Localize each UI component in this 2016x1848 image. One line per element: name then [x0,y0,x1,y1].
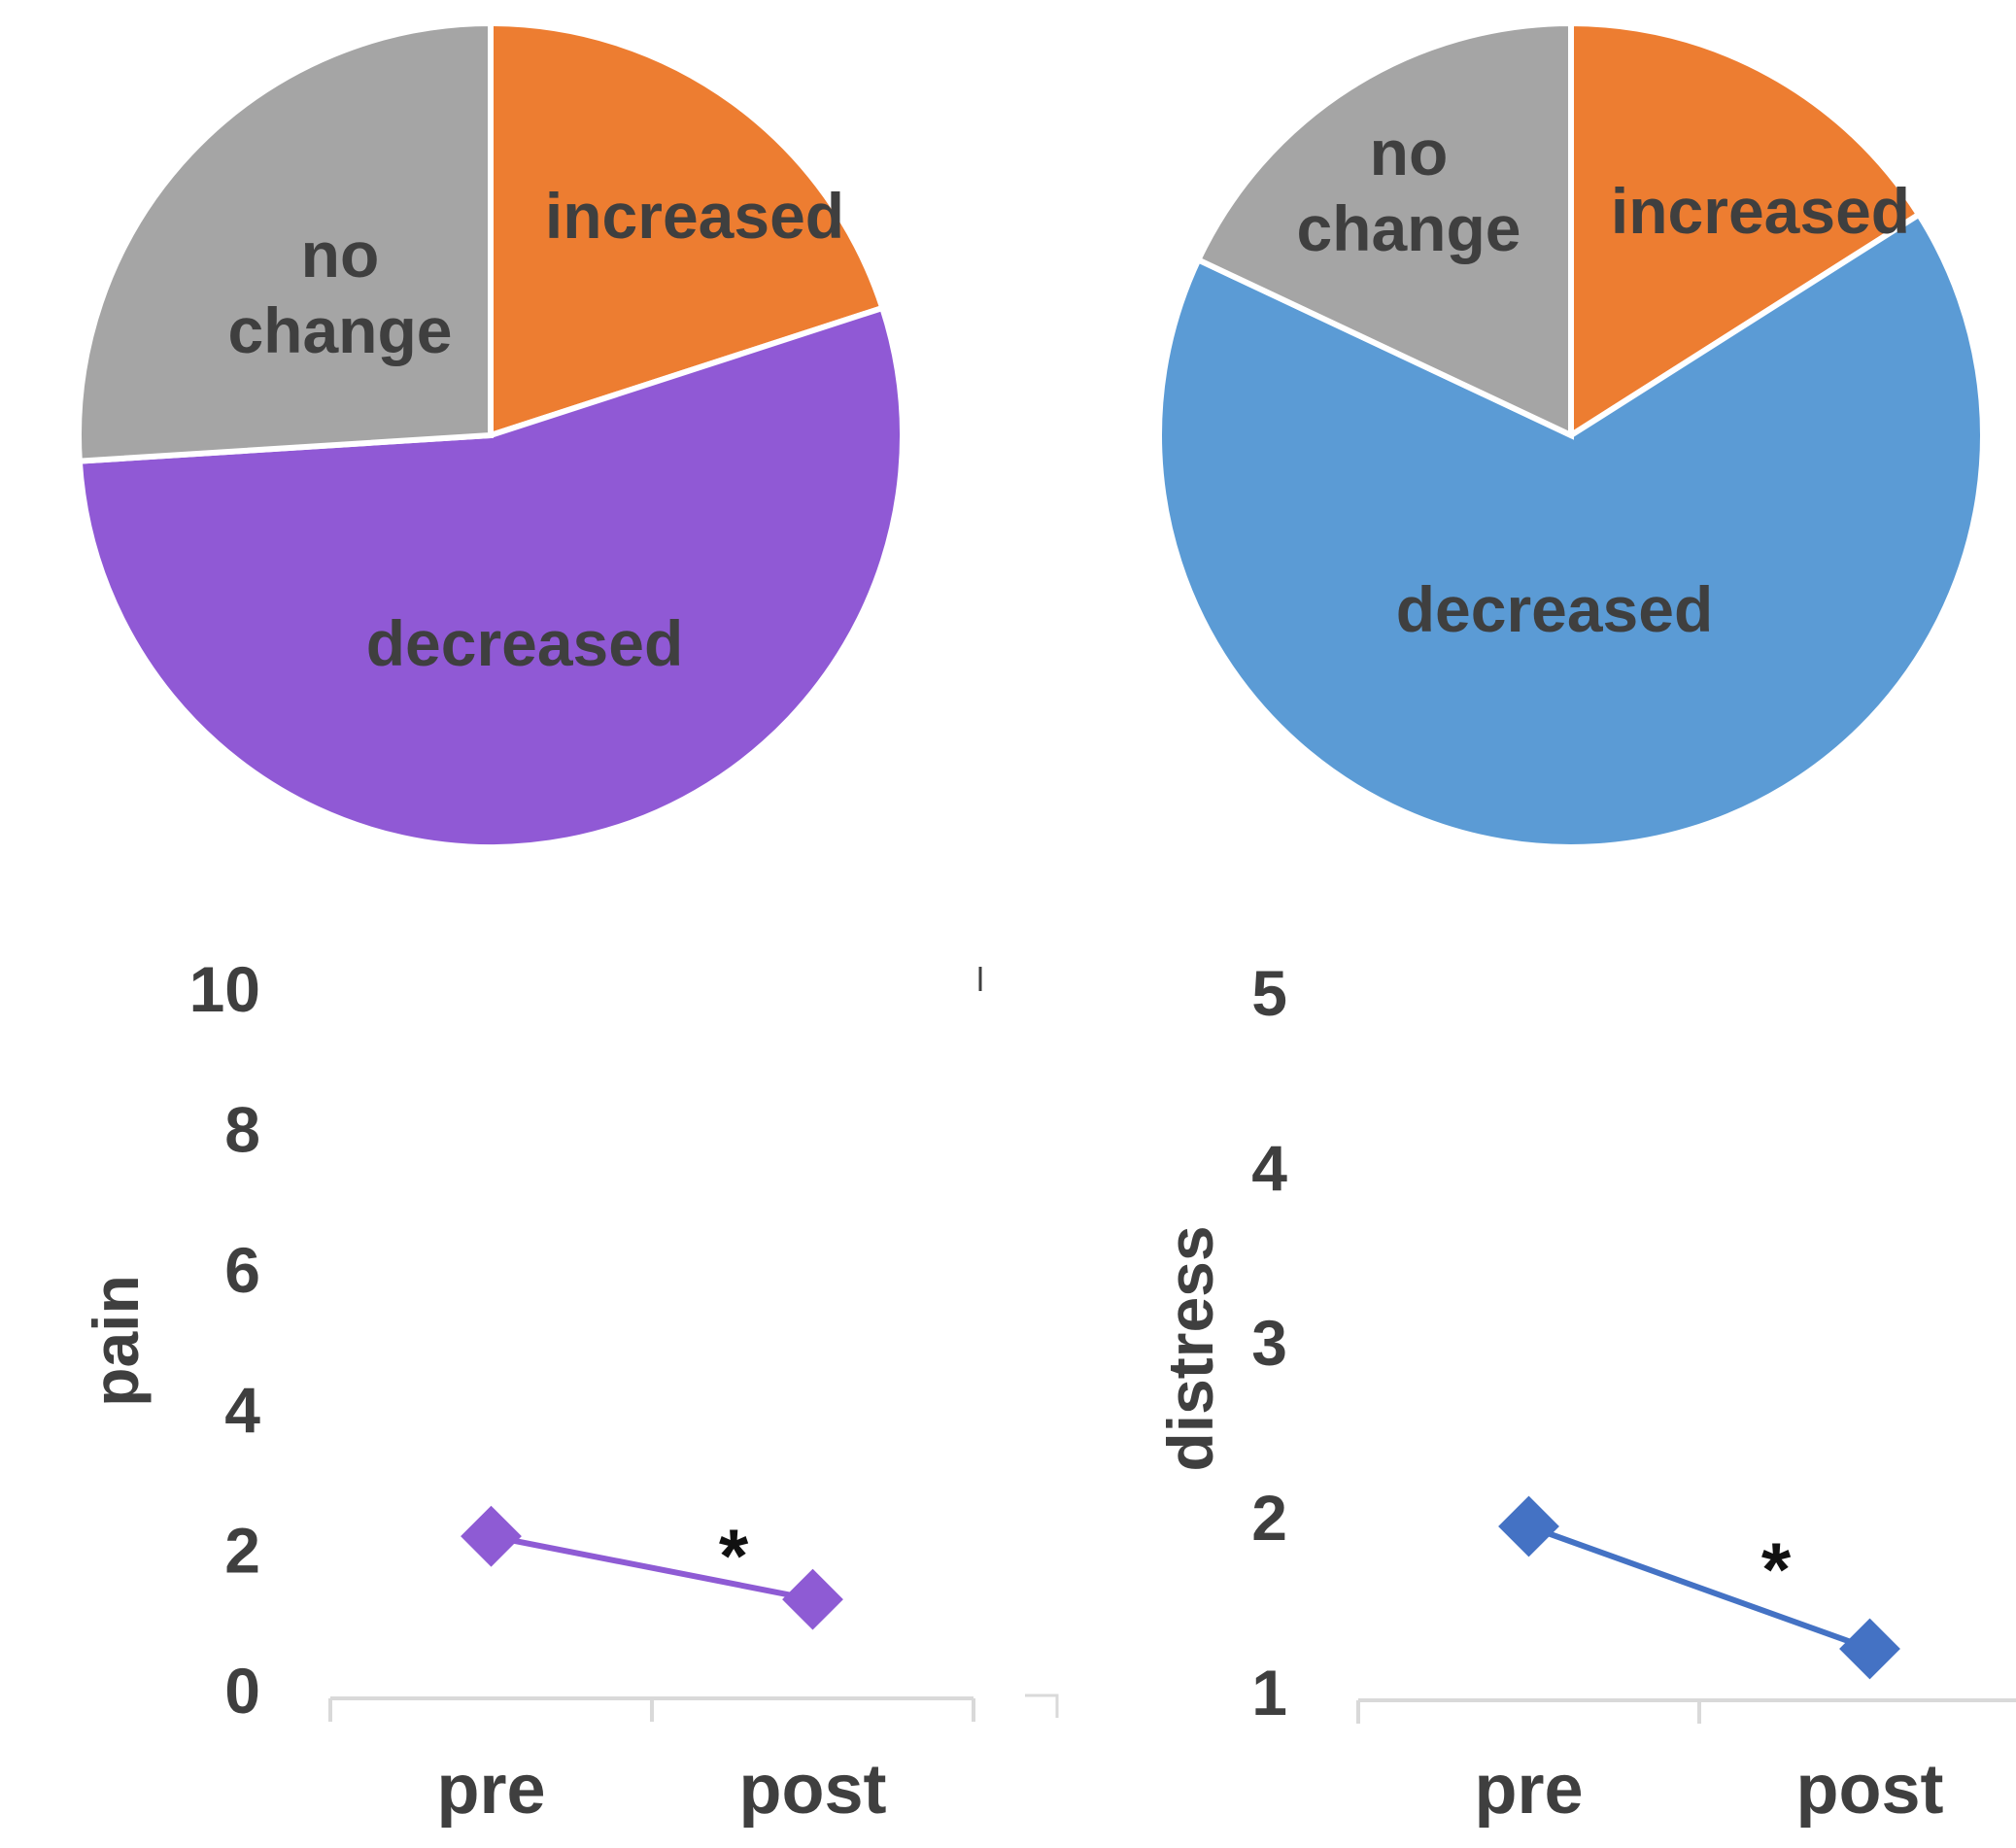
x-category-label: post [1796,1751,1944,1829]
slice-label-increased: increased [545,180,844,252]
y-tick-label: 0 [224,1655,260,1727]
axis-fragment [1025,1694,1059,1718]
y-tick-label: 6 [224,1234,260,1306]
y-tick-label: 5 [1251,957,1287,1029]
line-chart-distress: distress 1 2 3 4 5 pre post * [1154,957,2016,1829]
y-tick-label: 4 [1251,1132,1287,1204]
pie-slice-increased [1568,19,1924,441]
pie-slice-increased [488,19,887,440]
slice-label-no-change: no change [1296,117,1521,264]
y-tick-label: 4 [224,1374,260,1446]
significance-marker: * [1761,1526,1792,1612]
y-axis-title: distress [1154,1225,1226,1471]
data-point-pre [461,1505,522,1567]
y-tick-label: 2 [224,1515,260,1587]
y-tick-label: 8 [224,1093,260,1165]
slice-label-decreased: decreased [366,607,684,679]
pie-slice-decreased [76,304,905,850]
pie-slice-no-change [1194,19,1574,440]
y-tick-label: 2 [1251,1482,1287,1554]
slice-label-no-change: no change [227,219,452,366]
data-point-post [1839,1618,1900,1680]
line-chart-pain: pain 0 2 4 6 8 10 pre post * [80,953,975,1829]
series-line [490,1533,814,1603]
data-point-post [782,1568,843,1630]
slice-label-decreased: decreased [1396,573,1714,645]
pie-slice-no-change [76,19,494,464]
x-category-label: pre [436,1751,545,1829]
y-tick-label: 3 [1251,1307,1287,1379]
y-axis-title: pain [80,1275,152,1407]
y-tick-label: 10 [189,953,260,1025]
x-category-label: post [739,1751,887,1829]
pie-chart-distress: increased decreased no change [1155,19,1986,850]
slice-label-increased: increased [1611,175,1910,247]
pie-slice-decreased [1155,210,1986,850]
significance-marker: * [719,1513,749,1598]
data-point-pre [1498,1495,1559,1557]
y-tick-label: 1 [1251,1657,1287,1728]
x-category-label: pre [1474,1751,1583,1829]
series-line [1527,1523,1871,1652]
pie-chart-pain: increased decreased no change [76,19,905,850]
